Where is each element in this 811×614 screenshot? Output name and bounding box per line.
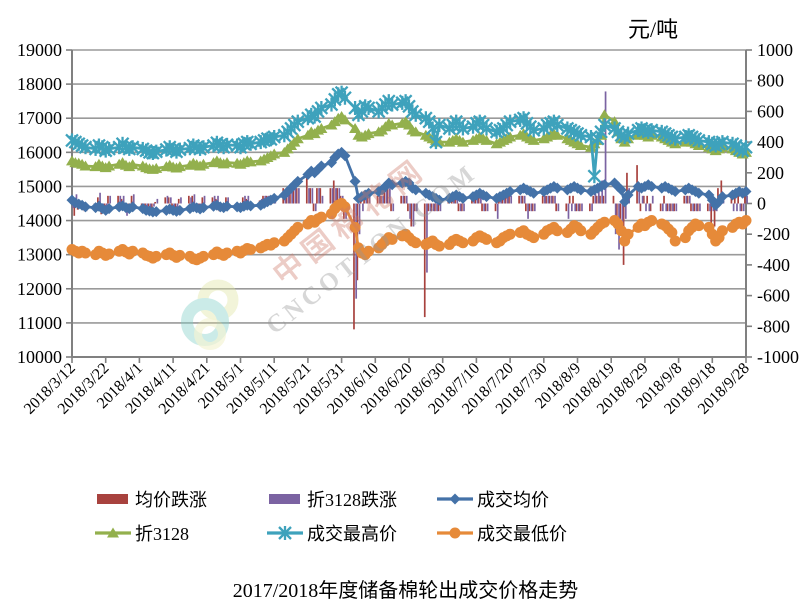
price-chart: 1000011000120001300014000150001600017000… [17,40,799,418]
legend-swatch-avg-price [437,491,473,507]
legend-item-3128-change: 折3128跌涨 [267,488,397,510]
legend-swatch-3128 [95,525,131,541]
svg-text:13000: 13000 [17,245,62,265]
legend-item-avg-price: 成交均价 [437,488,549,510]
legend-label: 成交最低价 [477,524,567,544]
legend-item-avg-change: 均价跌涨 [95,488,207,510]
chart-area: 10000 11000 12000 13000 14000 15000 16000 17000… [17,40,799,418]
svg-text:600: 600 [757,101,784,121]
svg-text:15000: 15000 [17,176,62,196]
series-成交最低价 [66,198,752,266]
legend-swatch-3128-change [267,491,303,507]
legend-label: 成交均价 [477,490,549,510]
svg-text:12000: 12000 [17,279,62,299]
series-成交最高价 [65,85,753,184]
legend-item-3128: 折3128 [95,522,189,544]
legend-swatch-avg-change [95,491,131,507]
legend-swatch-min-price [437,525,473,541]
legend-label: 成交最高价 [307,524,397,544]
legend-item-max-price: 成交最高价 [267,522,397,544]
svg-text:0: 0 [757,194,766,214]
series-成交均价 [66,146,752,218]
svg-text:-800: -800 [757,316,790,336]
svg-text:-200: -200 [757,224,790,244]
legend-item-min-price: 成交最低价 [437,522,567,544]
chart-legend: 均价跌涨 折3128跌涨 成交均价 折3128 成交最高价 成交最低价 [0,482,811,562]
svg-text:-1000: -1000 [757,347,799,367]
chart-title: 2017/2018年度储备棉轮出成交价格走势 [232,580,579,602]
svg-text:-600: -600 [757,286,790,306]
svg-text:10000: 10000 [17,347,62,367]
svg-text:11000: 11000 [18,313,62,333]
svg-text:1000: 1000 [757,40,793,60]
y-axis-unit-label: 元/吨 [628,17,679,42]
legend-label: 折3128 [135,524,189,544]
svg-text:17000: 17000 [17,108,62,128]
svg-text:-400: -400 [757,255,790,275]
svg-text:16000: 16000 [17,142,62,162]
svg-text:18000: 18000 [17,74,62,94]
svg-text:800: 800 [757,71,784,91]
svg-text:200: 200 [757,163,784,183]
svg-text:14000: 14000 [17,211,62,231]
svg-text:400: 400 [757,132,784,152]
svg-text:19000: 19000 [17,40,62,60]
legend-label: 均价跌涨 [135,490,207,510]
legend-swatch-max-price [267,525,303,541]
legend-label: 折3128跌涨 [307,490,397,510]
